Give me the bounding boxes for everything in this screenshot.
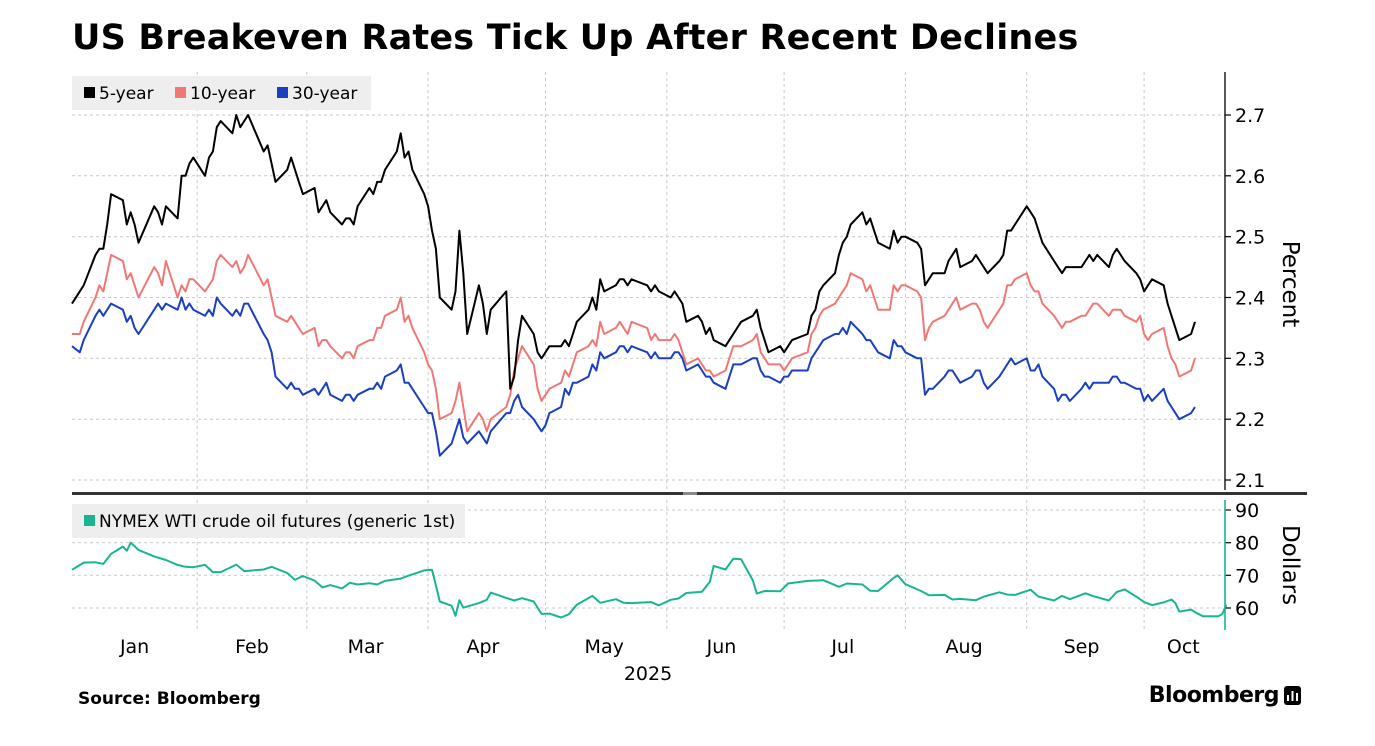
x-tick-label: Jun bbox=[706, 636, 737, 658]
y-tick-label: 80 bbox=[1235, 533, 1259, 555]
y-tick-label: 70 bbox=[1235, 565, 1259, 587]
y-axis-title: Percent bbox=[1277, 241, 1303, 328]
x-tick-label: Oct bbox=[1167, 636, 1200, 658]
source-note: Source: Bloomberg bbox=[78, 689, 261, 709]
series-line-oil bbox=[71, 541, 1228, 619]
series-line-30-year bbox=[71, 296, 1196, 457]
y-tick-label: 2.2 bbox=[1235, 409, 1265, 431]
x-tick-label: Mar bbox=[348, 636, 384, 658]
x-tick-label: May bbox=[585, 636, 624, 658]
legend-swatch bbox=[84, 515, 95, 526]
x-tick-label: Jul bbox=[830, 636, 854, 658]
x-tick-label: Apr bbox=[466, 636, 499, 658]
bloomberg-logo: Bloomberg bbox=[1149, 683, 1301, 708]
y-tick-label: 2.3 bbox=[1235, 348, 1265, 370]
legend-swatch bbox=[277, 87, 288, 98]
x-tick-label: Aug bbox=[946, 636, 983, 658]
terminal-icon bbox=[1284, 686, 1301, 705]
y-axis-title: Dollars bbox=[1277, 525, 1303, 605]
axes: 2.1 2.2 2.3 2.4 2.5 2.6 2.7 60 70 80 90 Percent Doll… bbox=[72, 72, 1307, 685]
y-tick-label: 2.4 bbox=[1235, 288, 1265, 310]
brand-name: Bloomberg bbox=[1148, 683, 1280, 708]
x-tick-label: Jan bbox=[119, 636, 149, 658]
y-tick-label: 2.1 bbox=[1235, 470, 1265, 492]
y-tick-label: 2.7 bbox=[1235, 105, 1265, 127]
x-year-label: 2025 bbox=[624, 663, 672, 685]
chart-title: US Breakeven Rates Tick Up After Recent … bbox=[72, 18, 1079, 58]
series-line-5-year bbox=[71, 114, 1196, 390]
y-tick-label: 90 bbox=[1235, 500, 1259, 522]
series-line-10-year bbox=[72, 253, 1196, 433]
x-tick-label: Feb bbox=[235, 636, 269, 658]
legend-background bbox=[72, 76, 371, 110]
divider-handle bbox=[683, 492, 697, 495]
series-lines bbox=[71, 114, 1228, 619]
grid-lines bbox=[72, 72, 1225, 630]
legend-label: 5-year bbox=[99, 84, 154, 104]
legend-swatch bbox=[84, 87, 95, 98]
legend-label: 30-year bbox=[292, 84, 357, 104]
legends: 5-year 10-year 30-year NYMEX WTI crude oil … bbox=[72, 76, 465, 538]
y-tick-label: 2.6 bbox=[1235, 166, 1265, 188]
x-tick-label: Sep bbox=[1064, 636, 1100, 658]
y-tick-label: 2.5 bbox=[1235, 227, 1265, 249]
legend-swatch bbox=[175, 87, 186, 98]
y-tick-label: 60 bbox=[1235, 598, 1259, 620]
legend-label: 10-year bbox=[190, 84, 255, 104]
legend-label: NYMEX WTI crude oil futures (generic 1st… bbox=[99, 512, 455, 532]
legend-background bbox=[72, 504, 465, 538]
